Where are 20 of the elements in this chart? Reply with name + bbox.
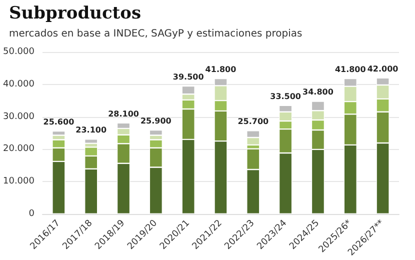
total-label: 28.100	[108, 109, 140, 118]
total-label: 34.800	[302, 88, 334, 97]
total-label: 39.500	[172, 72, 204, 82]
y-tick-label: 0	[28, 208, 35, 219]
y-tick-label: 20.000	[2, 144, 35, 154]
chart-subtitle: mercados en base a INDEC, SAGyP y estimaciones propias	[9, 28, 302, 40]
y-tick-label: 10.000	[2, 176, 35, 187]
y-tick-label: 50.000	[2, 47, 35, 57]
total-label: 25.700	[238, 117, 270, 126]
total-label: 41.800	[205, 65, 237, 74]
total-label: 25.900	[140, 116, 172, 126]
total-label: 41.800	[334, 65, 366, 74]
bar	[84, 139, 98, 144]
y-tick-label: 30.000	[2, 112, 35, 122]
total-label: 23.100	[76, 126, 107, 135]
chart-title: Subproductos	[9, 4, 142, 24]
total-label: 25.600	[43, 118, 75, 127]
y-tick-label: 40.000	[2, 79, 35, 90]
total-label: 33.500	[270, 92, 302, 101]
total-label: 42.000	[367, 64, 399, 74]
